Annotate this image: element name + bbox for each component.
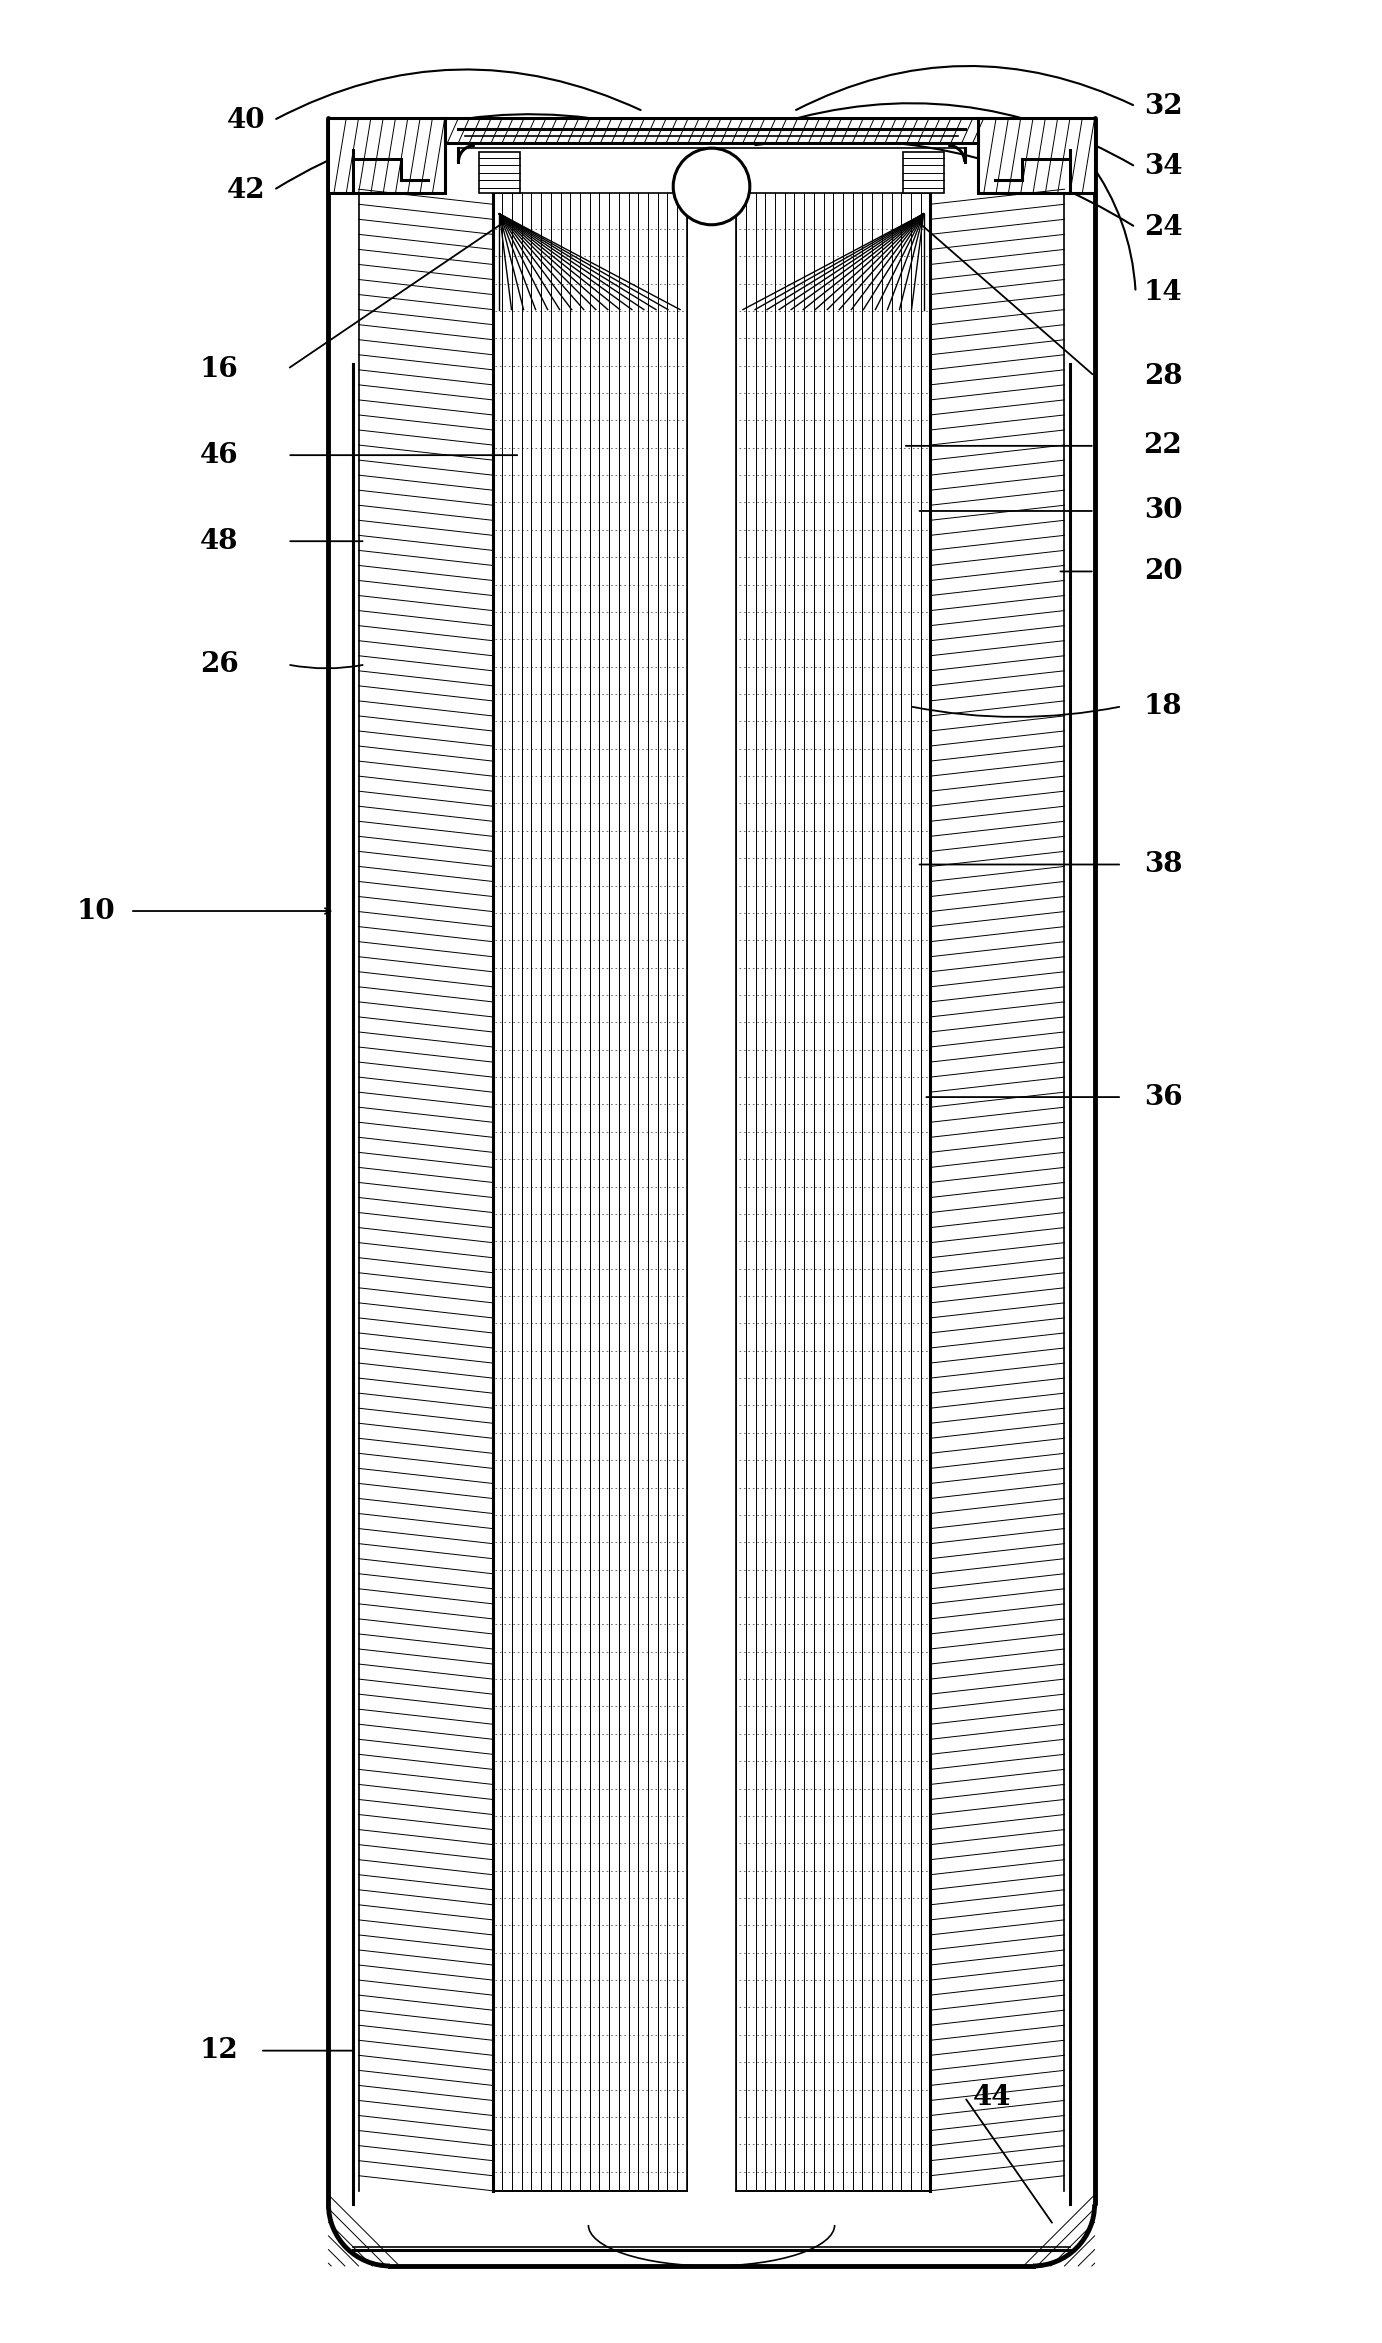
Bar <box>492 194 687 2191</box>
Text: 48: 48 <box>200 527 238 555</box>
Bar <box>480 152 520 194</box>
Text: 28: 28 <box>1144 363 1183 389</box>
Text: 42: 42 <box>227 176 265 204</box>
Bar <box>445 117 978 143</box>
Circle shape <box>673 148 750 225</box>
Text: 44: 44 <box>973 2083 1012 2111</box>
Bar <box>329 117 445 194</box>
Text: 12: 12 <box>199 2036 238 2064</box>
Text: 16: 16 <box>199 356 238 382</box>
Bar <box>978 117 1095 194</box>
Text: 10: 10 <box>76 897 115 925</box>
Text: 18: 18 <box>1144 694 1183 719</box>
Text: 34: 34 <box>1144 152 1182 180</box>
Text: 22: 22 <box>1144 433 1183 459</box>
Text: 40: 40 <box>227 108 265 134</box>
Text: 24: 24 <box>1144 213 1183 241</box>
Text: 46: 46 <box>199 443 238 469</box>
Bar <box>737 194 930 2191</box>
Text: 32: 32 <box>1144 94 1183 119</box>
Text: 36: 36 <box>1144 1082 1183 1111</box>
Bar <box>902 152 944 194</box>
Text: 30: 30 <box>1144 497 1182 525</box>
Text: 20: 20 <box>1144 558 1183 586</box>
Text: 38: 38 <box>1144 851 1182 879</box>
Text: 26: 26 <box>199 651 238 677</box>
Text: 14: 14 <box>1144 279 1183 307</box>
